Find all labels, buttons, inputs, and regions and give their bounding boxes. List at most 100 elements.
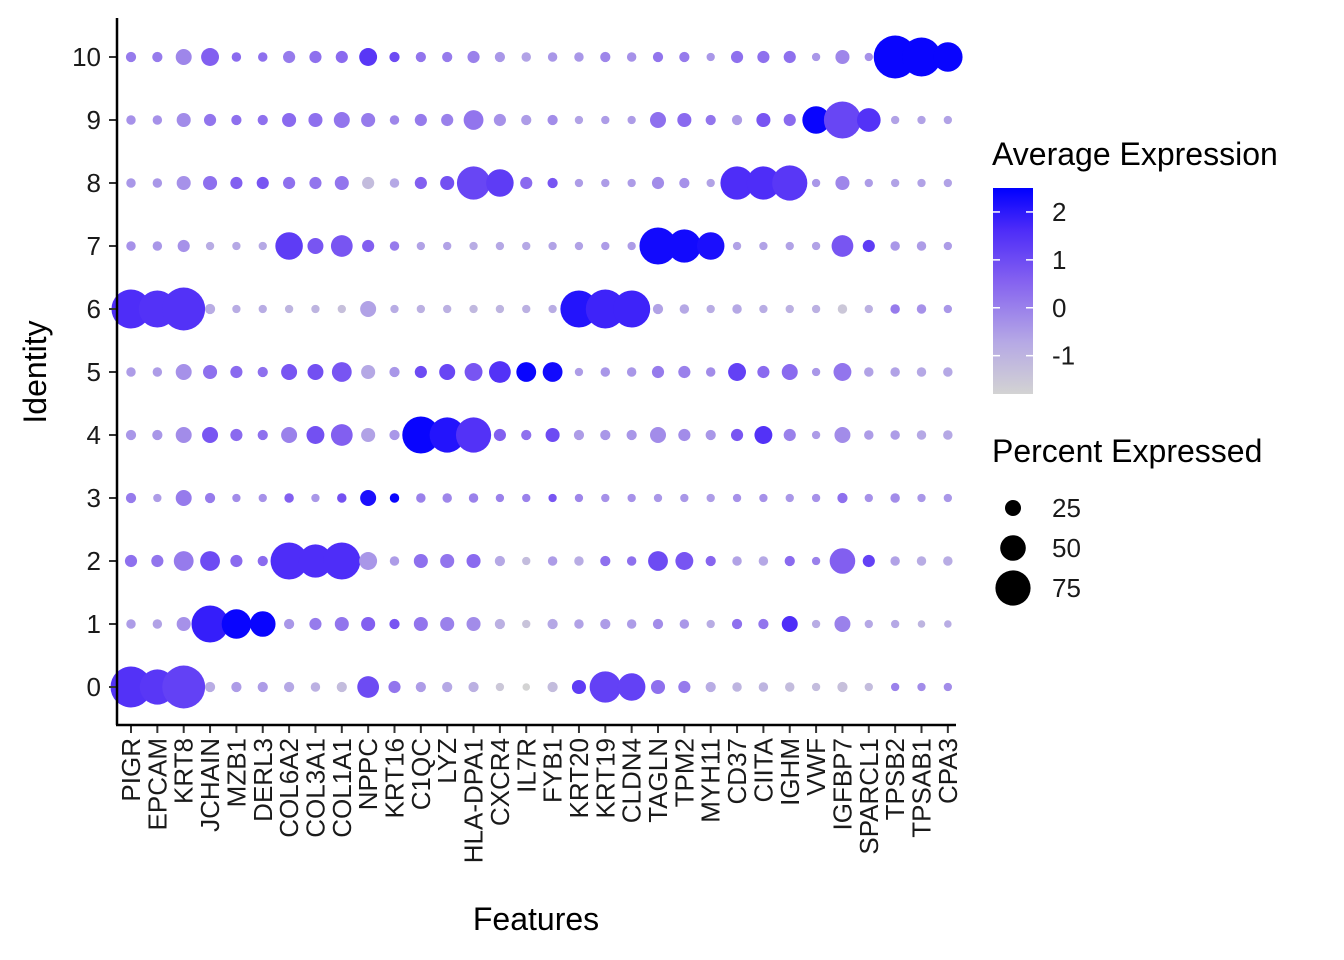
dot-1-col3a1 xyxy=(309,617,322,631)
dot-7-derl3 xyxy=(258,241,267,251)
dot-5-nppc xyxy=(361,364,376,380)
dot-9-col3a1 xyxy=(308,112,323,128)
dot-6-cldn4 xyxy=(613,290,651,328)
dot-1-jchain xyxy=(191,605,229,643)
dot-2-krt8 xyxy=(173,551,194,571)
dot-3-ighm xyxy=(785,493,794,503)
dot-3-derl3 xyxy=(258,493,267,503)
dot-6-krt16 xyxy=(390,304,399,314)
dot-4-fyb1 xyxy=(545,427,560,443)
dot-8-sparcl1 xyxy=(864,178,873,188)
color-legend-tick-label: 2 xyxy=(1052,197,1066,227)
x-tick-label: CIITA xyxy=(748,737,778,802)
dot-0-vwf xyxy=(811,682,821,692)
color-legend-tick-label: 0 xyxy=(1052,293,1066,323)
x-axis-ticks: PIGREPCAMKRT8JCHAINMZB1DERL3COL6A2COL3A1… xyxy=(116,725,963,863)
dot-0-hla-dpa1 xyxy=(468,681,479,693)
dot-3-jchain xyxy=(204,492,216,504)
dot-0-tpm2 xyxy=(678,680,691,694)
dot-10-cldn4 xyxy=(626,52,637,62)
dot-5-col6a2 xyxy=(281,364,298,380)
dot-7-col1a1 xyxy=(330,235,353,257)
y-axis-ticks: 0 1 2 3 4 5 6 7 8 9 10 xyxy=(72,42,117,702)
y-tick-label: 5 xyxy=(87,357,101,387)
dot-6-col6a2 xyxy=(284,304,294,314)
dot-8-krt16 xyxy=(389,178,400,188)
dot-1-col1a1 xyxy=(334,616,349,632)
dot-3-myh11 xyxy=(706,493,715,503)
dot-6-pigr xyxy=(111,289,151,329)
dot-5-epcam xyxy=(152,367,163,377)
dot-7-vwf xyxy=(811,241,821,251)
dot-8-cldn4 xyxy=(627,178,636,188)
dot-4-epcam xyxy=(152,429,163,441)
x-tick-label: CLDN4 xyxy=(617,738,647,823)
dot-8-cxcr4 xyxy=(486,169,514,197)
dot-7-tagln xyxy=(639,227,677,265)
size-legend-dot xyxy=(995,570,1031,606)
dot-4-tpsab1 xyxy=(916,430,927,440)
dot-5-tpsab1 xyxy=(916,367,927,377)
dot-9-cxcr4 xyxy=(493,113,506,127)
dot-2-fyb1 xyxy=(547,556,558,566)
dot-8-col6a2 xyxy=(283,176,296,190)
dot-3-c1qc xyxy=(416,493,426,503)
dot-2-col6a2 xyxy=(270,542,308,580)
dot-1-nppc xyxy=(361,616,376,632)
dot-9-col6a2 xyxy=(282,112,297,128)
dot-9-krt20 xyxy=(574,115,584,125)
dot-5-mzb1 xyxy=(230,365,243,379)
dot-3-col1a1 xyxy=(337,493,347,503)
dot-4-jchain xyxy=(202,427,219,443)
dot-0-col3a1 xyxy=(310,682,321,692)
dot-5-tagln xyxy=(651,365,665,379)
dot-6-col3a1 xyxy=(311,304,320,314)
dot-10-tpm2 xyxy=(679,51,690,63)
dot-4-lyz xyxy=(429,417,465,453)
dot-9-fyb1 xyxy=(547,114,558,126)
dot-1-cd37 xyxy=(731,618,743,630)
dot-2-hla-dpa1 xyxy=(466,553,481,569)
dot-8-igfbp7 xyxy=(835,175,850,191)
size-legend-title: Percent Expressed xyxy=(992,433,1262,469)
dot-8-c1qc xyxy=(414,176,427,190)
dot-0-nppc xyxy=(357,676,380,698)
dot-0-krt8 xyxy=(162,665,206,709)
dot-2-epcam xyxy=(151,554,164,568)
x-tick-label: MYH11 xyxy=(696,738,726,823)
dot-9-cldn4 xyxy=(627,115,636,125)
dot-0-cxcr4 xyxy=(495,682,505,692)
dot-0-il7r xyxy=(522,683,531,691)
dot-2-tpsab1 xyxy=(916,556,927,566)
x-tick-label: IGHM xyxy=(775,738,805,806)
dot-0-sparcl1 xyxy=(864,682,873,692)
dot-10-tagln xyxy=(652,51,664,63)
dot-2-pigr xyxy=(124,554,138,568)
dot-5-myh11 xyxy=(705,367,716,377)
dot-1-tagln xyxy=(652,618,664,630)
dot-7-tpsb2 xyxy=(890,241,900,251)
dot-2-cldn4 xyxy=(626,556,637,566)
dot-10-c1qc xyxy=(415,51,426,63)
dot-4-cpa3 xyxy=(943,430,953,440)
y-tick-label: 2 xyxy=(87,546,101,576)
dot-0-krt19 xyxy=(589,671,621,703)
color-legend-tick-label: -1 xyxy=(1052,341,1075,371)
dot-3-il7r xyxy=(522,493,531,503)
dot-5-ighm xyxy=(781,364,798,380)
dot-3-cpa3 xyxy=(943,493,953,503)
dot-8-myh11 xyxy=(706,178,715,188)
dot-10-ciita xyxy=(757,50,770,64)
dot-10-mzb1 xyxy=(231,52,242,62)
dot-7-krt19 xyxy=(601,241,610,251)
dot-10-col3a1 xyxy=(309,50,322,64)
dot-10-cxcr4 xyxy=(494,51,506,63)
dot-8-tpm2 xyxy=(679,177,690,189)
dot-6-derl3 xyxy=(258,304,267,314)
size-legend-items: 25 50 75 xyxy=(995,493,1081,606)
x-tick-label: CXCR4 xyxy=(485,738,515,826)
dot-9-krt16 xyxy=(389,115,400,125)
dot-7-nppc xyxy=(362,239,375,253)
dot-1-c1qc xyxy=(413,616,428,632)
